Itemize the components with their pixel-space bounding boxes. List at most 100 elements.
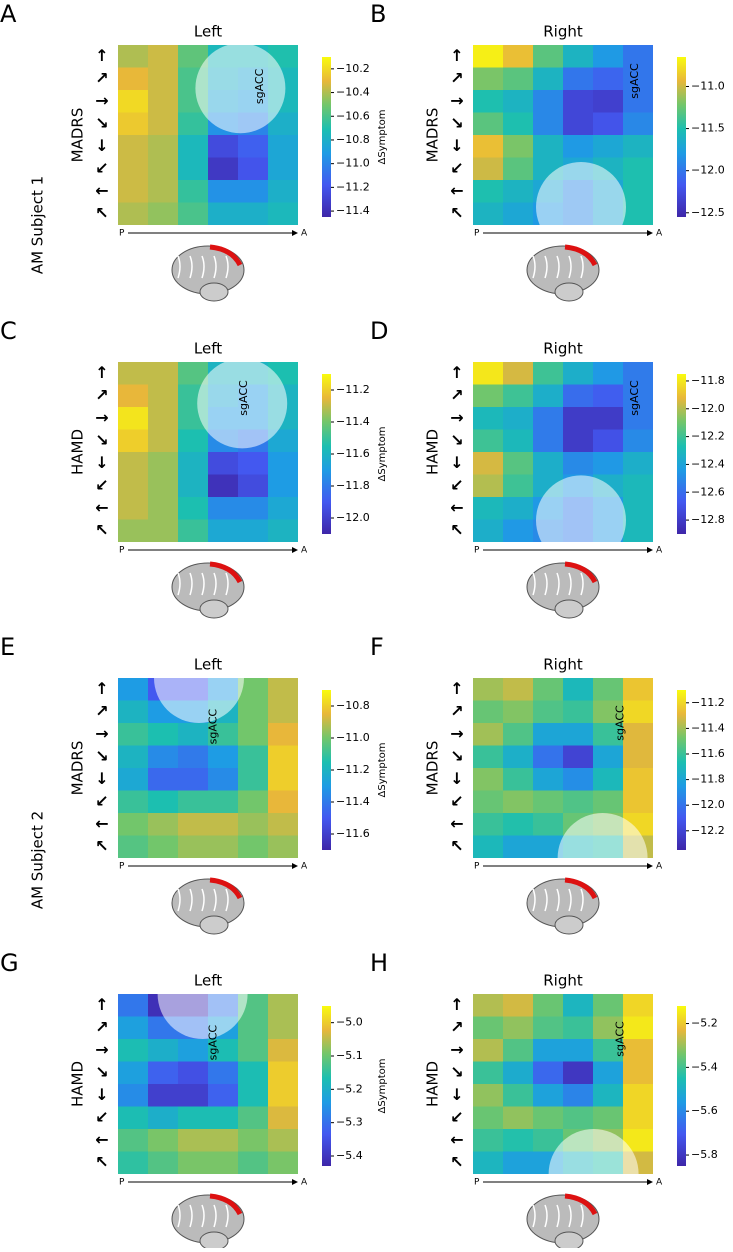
row-label: ↘ bbox=[95, 113, 108, 132]
heatmap-cell bbox=[503, 835, 534, 858]
heatmap-cell bbox=[118, 1039, 149, 1062]
heatmap-cell bbox=[148, 180, 179, 203]
heatmap-cell bbox=[268, 768, 298, 791]
heatmap-cell bbox=[533, 790, 564, 814]
colorbar-tick-label: −11.4 bbox=[336, 795, 370, 808]
heatmap-cell bbox=[563, 1061, 594, 1085]
heatmap-cell bbox=[178, 813, 209, 836]
heatmap-cell bbox=[563, 678, 594, 701]
brain-icon bbox=[199, 915, 229, 935]
heatmap-cell bbox=[593, 112, 624, 136]
heatmap-cell bbox=[623, 202, 653, 225]
target-annotation: sgACC bbox=[628, 63, 641, 99]
row-label: ↗ bbox=[450, 1017, 463, 1036]
panel-letter: D bbox=[370, 317, 388, 345]
panel-title: Left bbox=[194, 340, 222, 358]
row-label: ↙ bbox=[95, 791, 108, 810]
heatmap-cell bbox=[533, 1106, 564, 1130]
heatmap-cell bbox=[593, 700, 624, 724]
heatmap-cell bbox=[593, 407, 624, 430]
heatmap-cell bbox=[148, 407, 179, 430]
heatmap-cell bbox=[623, 768, 653, 791]
row-label: ↘ bbox=[95, 1062, 108, 1081]
brain-fold bbox=[556, 1204, 560, 1228]
colorbar bbox=[322, 374, 331, 534]
heatmap bbox=[118, 994, 298, 1174]
heatmap-cell bbox=[473, 723, 504, 746]
heatmap-cell bbox=[238, 835, 269, 858]
heatmap-cell bbox=[148, 384, 179, 408]
heatmap-cell bbox=[208, 1106, 239, 1130]
brain-fold bbox=[580, 255, 584, 279]
colorbar-tick-label: −12.5 bbox=[691, 206, 725, 219]
heatmap-cell bbox=[178, 790, 209, 814]
heatmap-cell bbox=[238, 452, 269, 475]
heatmap-cell bbox=[178, 112, 209, 136]
heatmap-cell bbox=[503, 813, 534, 836]
heatmap-cell bbox=[473, 1084, 504, 1107]
brain-fold bbox=[544, 572, 548, 596]
heatmap-cell bbox=[503, 745, 534, 769]
colorbar-tick-label: −10.4 bbox=[336, 86, 370, 99]
heatmap-cell bbox=[503, 67, 534, 91]
heatmap-cell bbox=[473, 1106, 504, 1130]
heatmap-cell bbox=[118, 90, 149, 113]
heatmap-cell bbox=[533, 813, 564, 836]
heatmap-cell bbox=[208, 202, 239, 225]
heatmap-cell bbox=[623, 723, 653, 746]
heatmap-cell bbox=[238, 202, 269, 225]
colorbar-tick-label: −12.8 bbox=[691, 513, 725, 526]
heatmap-cell bbox=[118, 429, 149, 453]
row-label: ↗ bbox=[95, 1017, 108, 1036]
heatmap-cell bbox=[533, 835, 564, 858]
heatmap-cell bbox=[268, 700, 298, 724]
heatmap-cell bbox=[118, 768, 149, 791]
row-label: ← bbox=[450, 1130, 463, 1149]
colorbar-tick-label: −5.6 bbox=[691, 1104, 718, 1117]
heatmap-cell bbox=[118, 723, 149, 746]
heatmap-cell bbox=[473, 745, 504, 769]
heatmap-cell bbox=[118, 1016, 149, 1040]
heatmap-cell bbox=[503, 768, 534, 791]
brain-fold bbox=[580, 1204, 584, 1228]
heatmap-cell bbox=[623, 135, 653, 158]
heatmap-cell bbox=[533, 723, 564, 746]
target-circle bbox=[195, 45, 286, 134]
heatmap-cell bbox=[178, 474, 209, 498]
heatmap-cell bbox=[268, 180, 298, 203]
colorbar-tick-label: −5.0 bbox=[336, 1016, 363, 1029]
heatmap-cell bbox=[473, 112, 504, 136]
heatmap-cell bbox=[503, 1061, 534, 1085]
target-annotation: sgACC bbox=[253, 68, 266, 104]
heatmap-cell bbox=[148, 112, 179, 136]
heatmap-cell bbox=[118, 474, 149, 498]
colorbar-tick-label: −11.0 bbox=[336, 731, 370, 744]
heatmap-cell bbox=[208, 497, 239, 520]
panel-letter: H bbox=[370, 949, 388, 977]
heatmap-cell bbox=[208, 813, 239, 836]
heatmap-cell bbox=[238, 678, 269, 701]
x-start-label: P bbox=[474, 1178, 480, 1188]
heatmap-cell bbox=[503, 202, 534, 225]
target-region bbox=[209, 877, 243, 900]
heatmap-cell bbox=[563, 429, 594, 453]
heatmap-cell bbox=[593, 994, 624, 1017]
heatmap-cell bbox=[238, 1084, 269, 1107]
heatmap-cell bbox=[148, 768, 179, 791]
heatmap-cell bbox=[593, 790, 624, 814]
colorbar bbox=[677, 374, 686, 534]
target-annotation: sgACC bbox=[206, 709, 219, 745]
heatmap-cell bbox=[268, 429, 298, 453]
heatmap-cell bbox=[503, 723, 534, 746]
arrow-head bbox=[647, 547, 653, 553]
heatmap-cell bbox=[623, 519, 653, 542]
heatmap-cell bbox=[503, 90, 534, 113]
row-label: ↓ bbox=[95, 453, 108, 472]
heatmap-cell bbox=[238, 157, 269, 181]
x-start-label: P bbox=[119, 1178, 125, 1188]
colorbar bbox=[677, 57, 686, 217]
heatmap-cell bbox=[503, 452, 534, 475]
heatmap-cell bbox=[118, 994, 149, 1017]
colorbar-tick-label: −11.2 bbox=[336, 763, 370, 776]
heatmap-cell bbox=[268, 519, 298, 542]
